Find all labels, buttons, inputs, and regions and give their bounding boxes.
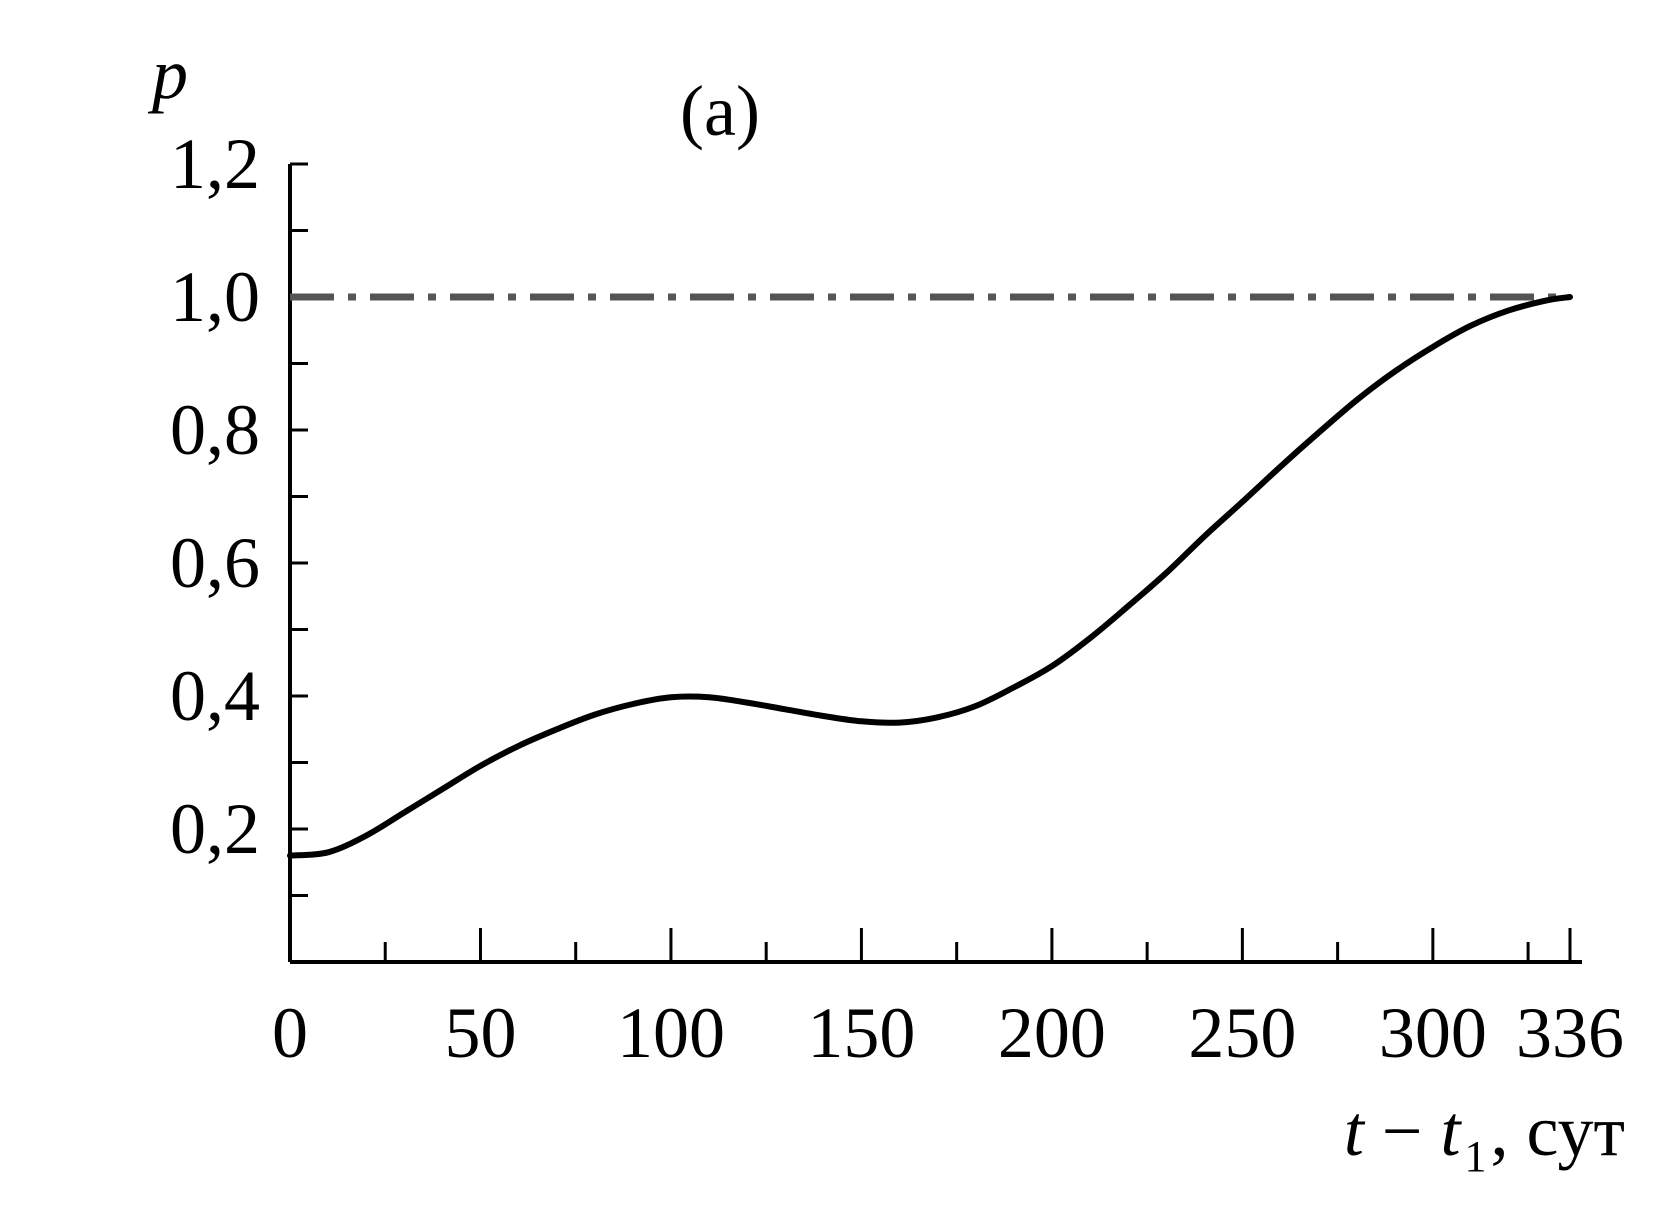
series-line-0 xyxy=(287,294,1573,859)
y-tick-label-5: 1,2 xyxy=(170,124,260,204)
y-tick-label-3: 0,8 xyxy=(170,390,260,470)
x-tick-label-3: 150 xyxy=(807,993,915,1073)
x-axis-label-sub: 1 xyxy=(1465,1132,1487,1181)
y-tick-label-0: 0,2 xyxy=(170,789,260,869)
plot-area: 0 50 100 150 200 250 300 336 0,2 0,4 0,6 0,8 1,0 1,2 xyxy=(170,124,1624,1073)
y-tick-label-1: 0,4 xyxy=(170,656,260,736)
x-tick-label-6: 300 xyxy=(1379,993,1487,1073)
y-tick-label-2: 0,6 xyxy=(170,523,260,603)
x-axis-label: t − t 1 , сут xyxy=(1344,1091,1625,1181)
x-axis-label-unit: , сут xyxy=(1491,1091,1625,1171)
x-tick-label-7: 336 xyxy=(1516,993,1624,1073)
y-axis-label: p xyxy=(147,34,188,114)
y-tick-label-4: 1,0 xyxy=(170,257,260,337)
x-tick-label-2: 100 xyxy=(617,993,725,1073)
x-axis-label-var2: t xyxy=(1441,1091,1463,1171)
x-tick-label-1: 50 xyxy=(444,993,516,1073)
x-tick-label-4: 200 xyxy=(998,993,1106,1073)
x-tick-label-0: 0 xyxy=(272,993,308,1073)
x-axis-label-var: t xyxy=(1344,1091,1366,1171)
x-tick-label-5: 250 xyxy=(1188,993,1296,1073)
x-axis-label-minus: − xyxy=(1382,1091,1423,1171)
panel-label: (a) xyxy=(680,71,760,151)
